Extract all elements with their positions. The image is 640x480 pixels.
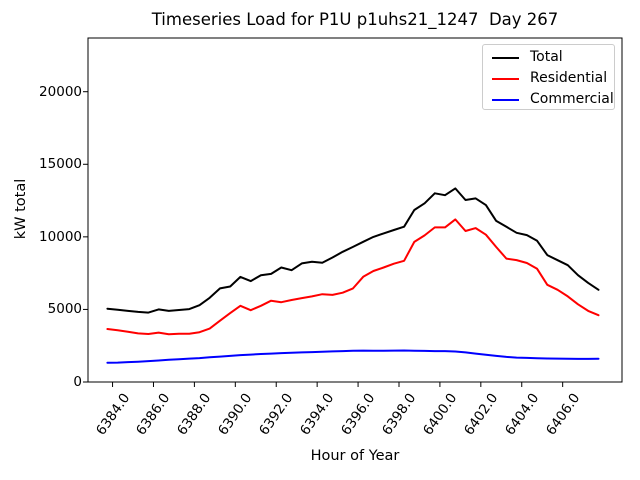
legend-label-total: Total — [530, 49, 563, 65]
x-axis-label: Hour of Year — [310, 448, 400, 464]
series-line-residential — [106, 218, 600, 336]
series-line-total — [106, 187, 600, 314]
legend-label-commercial: Commercial — [530, 91, 614, 107]
y-tick-label: 15000 — [39, 156, 82, 173]
y-tick-label: 10000 — [39, 228, 82, 245]
legend-entry-commercial: Commercial — [483, 89, 614, 110]
y-tick-label: 5000 — [47, 301, 82, 318]
legend-swatch-commercial-line — [492, 98, 519, 101]
series-line-commercial — [106, 349, 600, 364]
y-tick-label: 0 — [73, 374, 82, 390]
plot-frame — [87, 37, 623, 383]
legend-entry-total: Total — [483, 47, 614, 68]
chart-title: Timeseries Load for P1U p1uhs21_1247 Day… — [151, 10, 559, 29]
y-tick-label: 20000 — [39, 83, 82, 100]
legend-swatch-residential-line — [492, 77, 519, 80]
legend-entry-residential: Residential — [483, 68, 614, 89]
legend-swatch-total-line — [492, 56, 519, 59]
legend-label-residential: Residential — [530, 70, 608, 86]
legend: Total Residential Commercial — [482, 44, 615, 110]
